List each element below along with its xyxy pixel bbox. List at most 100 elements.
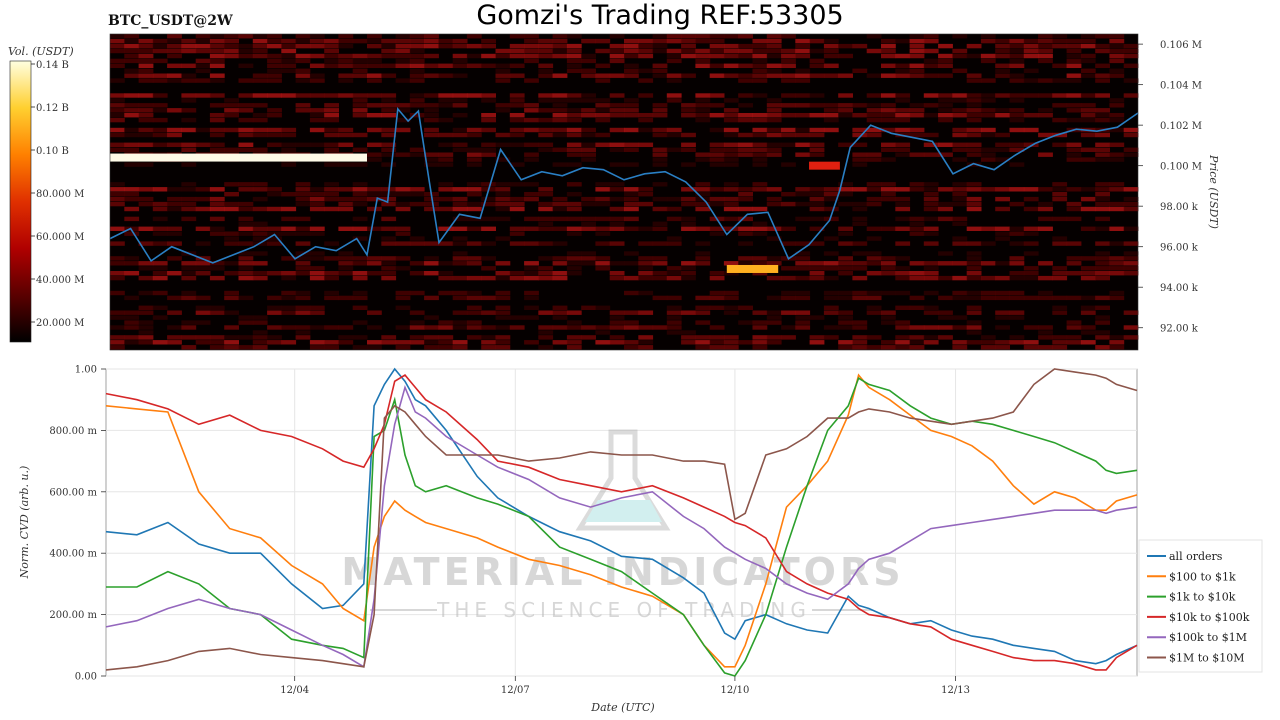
heatmap-cell [938, 295, 953, 301]
heatmap-cell [609, 340, 625, 345]
heatmap-cell [395, 103, 411, 108]
heatmap-cell [966, 266, 982, 271]
heatmap-cell [1080, 38, 1096, 44]
heatmap-cell [395, 108, 411, 113]
heatmap-cell [723, 43, 739, 49]
heatmap-cell [909, 108, 925, 113]
heatmap-cell [923, 63, 939, 68]
heatmap-cell [495, 315, 511, 320]
heatmap-cell [952, 182, 968, 187]
heatmap-cell [1095, 34, 1110, 39]
heatmap-cell [524, 315, 539, 320]
heatmap-cell [538, 38, 554, 44]
heatmap-cell [638, 117, 654, 123]
heatmap-cell [781, 162, 796, 167]
heatmap-cell [895, 98, 911, 103]
legend-label: $100 to $1k [1169, 570, 1236, 583]
heatmap-cell [1066, 152, 1082, 157]
heatmap-cell [424, 93, 439, 98]
heatmap-cell [1109, 256, 1125, 261]
heatmap-cell [1023, 325, 1039, 330]
heatmap-cell [681, 132, 696, 138]
heatmap-cell [167, 271, 182, 276]
heatmap-cell [481, 113, 496, 118]
heatmap-cell [295, 187, 311, 192]
heatmap-cell [424, 43, 439, 49]
heatmap-cell [681, 103, 696, 108]
heatmap-cell [881, 310, 896, 315]
heatmap-cell [252, 330, 268, 335]
heatmap-cell [238, 231, 254, 236]
heatmap-cell [167, 43, 182, 49]
heatmap-cell [781, 335, 796, 340]
heatmap-cell [152, 305, 168, 310]
heatmap-cell [1080, 103, 1096, 108]
heatmap-cell [838, 295, 853, 301]
heatmap-cell [295, 226, 311, 231]
heatmap-cell [452, 206, 468, 212]
heatmap-cell [966, 271, 982, 276]
heatmap-cell [709, 93, 725, 98]
heatmap-cell [1009, 335, 1025, 340]
heatmap-cell [138, 196, 154, 202]
heatmap-cell [1038, 325, 1053, 330]
heatmap-cell [723, 290, 739, 296]
heatmap-cell [124, 38, 140, 44]
heatmap-cell [552, 310, 568, 315]
heatmap-cell [438, 63, 454, 68]
heatmap-cell [652, 48, 668, 54]
heatmap-cell [866, 226, 882, 231]
heatmap-cell [681, 38, 696, 44]
heatmap-cell [152, 73, 168, 78]
heatmap-cell [238, 221, 254, 226]
heatmap-cell [1038, 34, 1053, 39]
heatmap-cell [666, 325, 682, 330]
heatmap-cell [224, 98, 239, 103]
heatmap-cell [881, 117, 896, 123]
heatmap-cell [881, 127, 896, 133]
heatmap-cell [481, 345, 496, 350]
heatmap-cell [267, 226, 282, 231]
heatmap-cell [1038, 108, 1053, 113]
heatmap-cell [766, 335, 782, 340]
heatmap-cell [181, 320, 197, 325]
heatmap-cell [566, 142, 582, 147]
heatmap-cell [752, 132, 768, 138]
heatmap-cell [1109, 271, 1125, 276]
heatmap-cell [695, 98, 711, 103]
heatmap-cell [495, 53, 511, 59]
heatmap-cell [809, 335, 825, 340]
heatmap-cell [695, 206, 711, 212]
heatmap-cell [1123, 261, 1139, 266]
heatmap-cell [309, 196, 325, 202]
heatmap-cell [224, 113, 239, 118]
heatmap-cell [995, 340, 1010, 345]
heatmap-cell [838, 340, 853, 345]
heatmap-cell [238, 132, 254, 138]
heatmap-cell [881, 147, 896, 152]
heatmap-cell [781, 241, 796, 246]
heatmap-cell [809, 275, 825, 281]
heatmap-cell [595, 330, 611, 335]
heatmap-cell [281, 226, 297, 231]
heatmap-cell [980, 345, 996, 350]
heatmap-cell [395, 345, 411, 350]
heatmap-cell [352, 63, 368, 68]
heatmap-cell [909, 295, 925, 301]
heatmap-cell [895, 226, 911, 231]
heatmap-cell [581, 152, 596, 157]
heatmap-cell [966, 53, 982, 59]
heatmap-cell [852, 345, 868, 350]
heatmap-cell [1109, 290, 1125, 296]
heatmap-cell [1066, 43, 1082, 49]
heatmap-cell [509, 127, 525, 133]
heatmap-cell [466, 201, 482, 207]
heatmap-cell [566, 340, 582, 345]
heatmap-cell [809, 48, 825, 54]
heatmap-cell [624, 98, 639, 103]
heatmap-cell [766, 310, 782, 315]
heatmap-cell [1109, 345, 1125, 350]
heatmap-cell [909, 34, 925, 39]
heatmap-cell [638, 290, 654, 296]
heatmap-cell [966, 320, 982, 325]
